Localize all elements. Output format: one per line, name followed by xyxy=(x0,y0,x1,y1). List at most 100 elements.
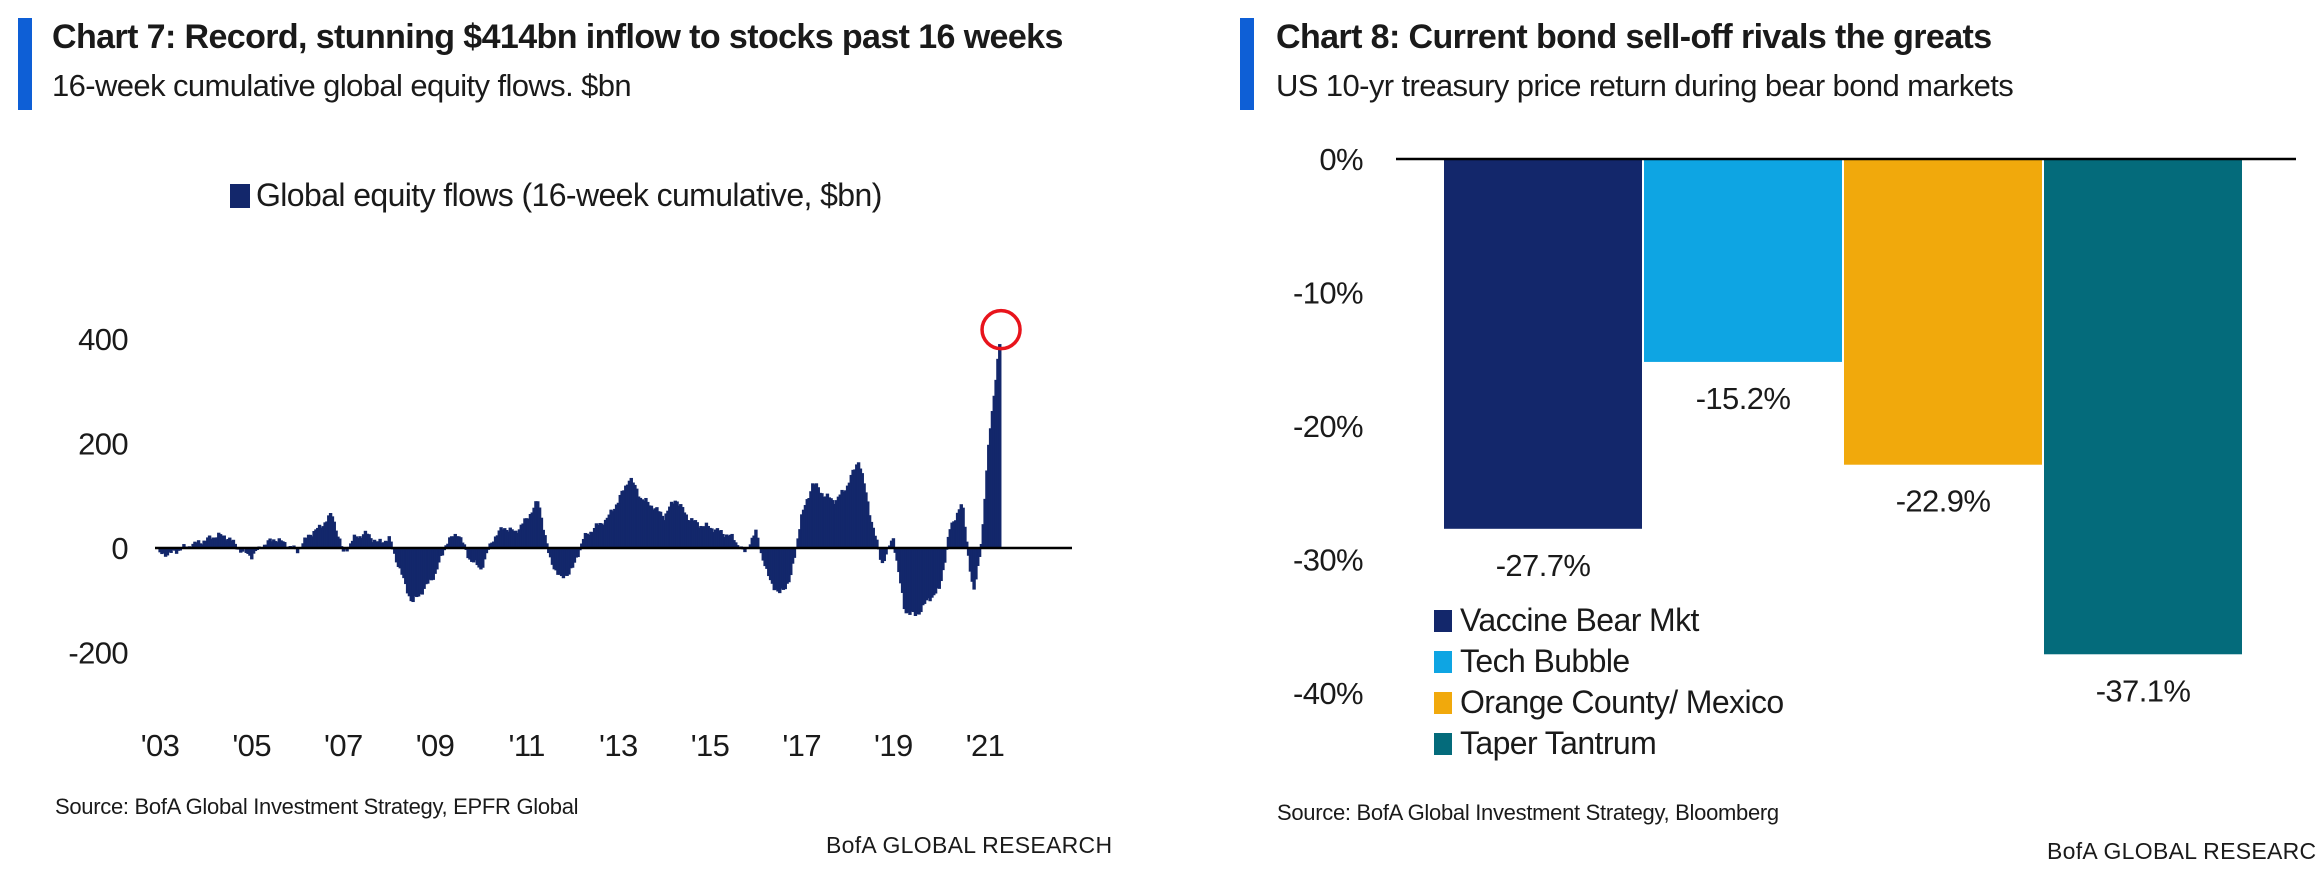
flow-bar xyxy=(988,428,993,548)
flow-bar xyxy=(174,548,179,554)
flow-bar xyxy=(823,496,828,548)
flow-bar xyxy=(732,540,736,548)
flow-bar xyxy=(708,527,712,548)
flow-bar xyxy=(657,511,661,548)
flow-bar xyxy=(471,548,476,563)
flow-bar xyxy=(576,548,580,558)
flow-bar xyxy=(519,524,523,548)
flow-bar xyxy=(796,538,800,548)
flow-bar xyxy=(206,537,210,548)
flow-bar xyxy=(789,548,793,576)
flow-bar xyxy=(574,548,578,558)
flow-bar xyxy=(305,537,309,548)
flow-bar xyxy=(473,548,478,561)
bar-taper-tantrum xyxy=(2044,159,2242,655)
flow-bar xyxy=(497,530,501,548)
flow-bar xyxy=(499,527,503,548)
x-tick-label: '13 xyxy=(599,728,638,763)
chart-7-plot: -200 0 200 400 '03 '05 '07 '09 '11 '13 '15 '17 '19 '2… xyxy=(68,177,1072,763)
flow-bar xyxy=(825,493,830,548)
flow-bar xyxy=(545,543,549,548)
flow-bar xyxy=(422,548,426,589)
flow-bar xyxy=(301,543,305,548)
flow-bar xyxy=(882,548,886,562)
flow-bar xyxy=(503,528,507,548)
chart-7-subtitle: 16-week cumulative global equity flows. … xyxy=(52,68,632,103)
flow-bar xyxy=(682,512,687,548)
chart-7-panel: Chart 7: Record, stunning $414bn inflow … xyxy=(0,0,1150,883)
flow-bar xyxy=(589,531,593,548)
flow-bar xyxy=(928,548,932,602)
flow-bar xyxy=(484,548,489,554)
flow-bar xyxy=(979,543,984,548)
flow-bar xyxy=(336,536,340,548)
flow-bar xyxy=(323,522,327,548)
flow-bar xyxy=(805,499,809,548)
flow-bar xyxy=(598,522,602,548)
flow-bar xyxy=(530,512,534,548)
flow-bar xyxy=(178,548,182,551)
flow-bar xyxy=(283,542,287,548)
flow-bar xyxy=(724,534,729,548)
flow-bar xyxy=(552,548,556,570)
chart-7-brand: BofA GLOBAL RESEARCH xyxy=(826,832,1113,858)
flow-bar xyxy=(869,521,874,548)
flow-bar xyxy=(965,541,969,548)
y-tick-label: 0% xyxy=(1319,142,1363,177)
flow-bar xyxy=(820,493,824,548)
chart-7-title: Chart 7: Record, stunning $414bn inflow … xyxy=(52,18,1063,56)
flow-bar xyxy=(952,521,956,548)
flow-bar xyxy=(911,548,916,613)
flow-bar xyxy=(642,500,646,548)
flow-bar xyxy=(393,548,397,554)
flow-bar xyxy=(728,534,732,548)
legend-swatch xyxy=(1434,610,1452,632)
flow-bar xyxy=(774,548,778,590)
flow-bar xyxy=(547,548,551,554)
flow-bar xyxy=(211,537,215,548)
flow-bar xyxy=(666,510,670,548)
flow-bar xyxy=(801,509,806,548)
flow-bar xyxy=(778,548,782,594)
flow-bar xyxy=(426,548,430,584)
flow-bar xyxy=(306,534,311,548)
flow-bar xyxy=(262,544,267,548)
flow-bar xyxy=(558,548,562,575)
flow-bar xyxy=(416,548,421,597)
flow-bar xyxy=(743,548,747,553)
legend-swatch xyxy=(1434,733,1452,755)
x-tick-label: '03 xyxy=(141,728,180,763)
flow-bar xyxy=(479,548,483,570)
flow-bar xyxy=(735,545,740,548)
flow-bar xyxy=(829,498,833,548)
flow-bar xyxy=(541,529,545,548)
flow-bar xyxy=(812,484,817,548)
flow-bar xyxy=(501,529,505,548)
flow-bar xyxy=(919,548,923,613)
flow-bar xyxy=(860,473,864,548)
flow-bar xyxy=(165,548,170,556)
flow-bar xyxy=(490,542,494,548)
flow-bar xyxy=(671,503,676,548)
flow-bar xyxy=(448,537,452,548)
flow-bar xyxy=(726,535,731,548)
flow-bar xyxy=(231,539,236,548)
flow-bar xyxy=(413,548,417,597)
flow-bar xyxy=(220,535,225,548)
flow-bar xyxy=(968,548,973,572)
flow-bar xyxy=(411,548,415,603)
flow-bar xyxy=(625,484,630,548)
flow-bar xyxy=(602,525,606,548)
flow-bar xyxy=(583,532,588,548)
flow-bar xyxy=(427,548,432,580)
flow-bar xyxy=(939,548,943,582)
flow-bar xyxy=(734,542,738,548)
flow-bar xyxy=(233,543,237,548)
flow-bar xyxy=(677,505,681,548)
flow-bar xyxy=(481,548,485,568)
flow-bar xyxy=(754,529,758,548)
flow-bar xyxy=(314,529,318,548)
flow-bar xyxy=(191,543,195,548)
flow-bar xyxy=(587,534,591,548)
flow-bar xyxy=(983,498,987,548)
